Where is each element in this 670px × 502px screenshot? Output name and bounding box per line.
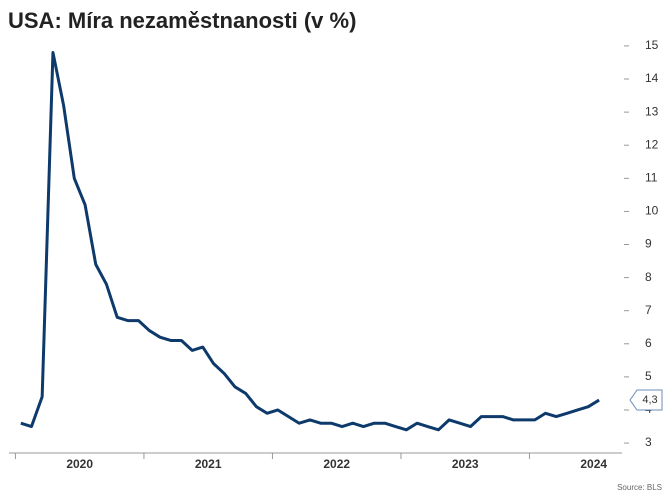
y-tick-label: 6 bbox=[645, 336, 652, 350]
x-tick-label: 2021 bbox=[195, 457, 222, 471]
chart-title: USA: Míra nezaměstnanosti (v %) bbox=[8, 8, 356, 33]
y-tick-label: 10 bbox=[645, 204, 659, 218]
y-tick-label: 15 bbox=[645, 38, 659, 52]
end-label-box bbox=[629, 389, 663, 411]
y-tick-label: 11 bbox=[645, 170, 658, 184]
x-tick-label: 2020 bbox=[66, 457, 93, 471]
y-tick-label: 8 bbox=[645, 270, 652, 284]
source: Source: BLS bbox=[617, 483, 662, 492]
x-tick-label: 2024 bbox=[580, 457, 607, 471]
y-tick-label: 5 bbox=[645, 369, 652, 383]
y-tick-label: 14 bbox=[645, 71, 659, 85]
end-label: 4,3 bbox=[642, 394, 657, 406]
line bbox=[20, 51, 600, 432]
y-tick-label: 9 bbox=[645, 237, 652, 251]
y-tick-label: 3 bbox=[645, 435, 652, 449]
x-tick-label: 2022 bbox=[323, 457, 350, 471]
y-tick-label: 7 bbox=[645, 303, 652, 317]
y-tick-label: 13 bbox=[645, 104, 659, 118]
y-tick-label: 12 bbox=[645, 137, 659, 151]
x-tick-label: 2023 bbox=[452, 457, 479, 471]
